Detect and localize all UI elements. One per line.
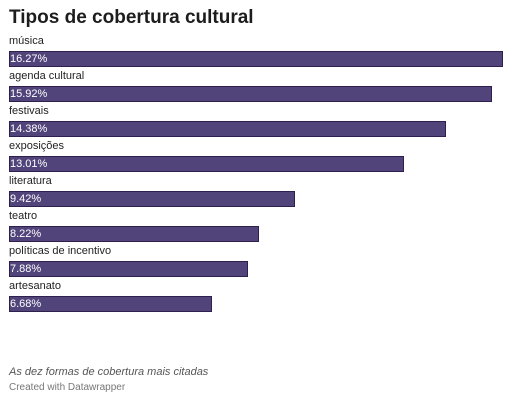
category-label: agenda cultural: [9, 70, 85, 82]
bar: [9, 86, 492, 102]
bar: [9, 51, 503, 67]
category-label: artesanato: [9, 280, 61, 292]
bar: [9, 121, 446, 137]
category-label: festivais: [9, 105, 49, 117]
chart-credit: Created with Datawrapper: [9, 382, 126, 393]
value-label: 7.88%: [10, 263, 42, 275]
value-label: 8.22%: [10, 228, 42, 240]
chart-title: Tipos de cobertura cultural: [9, 7, 254, 28]
value-label: 14.38%: [10, 123, 48, 135]
category-label: políticas de incentivo: [9, 245, 112, 257]
value-label: 16.27%: [10, 53, 48, 65]
category-label: literatura: [9, 175, 52, 187]
value-label: 9.42%: [10, 193, 42, 205]
bar: [9, 226, 259, 242]
bar: [9, 296, 212, 312]
bar: [9, 261, 248, 277]
bar: [9, 156, 404, 172]
value-label: 6.68%: [10, 298, 42, 310]
bar: [9, 191, 295, 207]
category-label: música: [9, 35, 44, 47]
value-label: 15.92%: [10, 88, 48, 100]
category-label: exposições: [9, 140, 65, 152]
chart-notes: As dez formas de cobertura mais citadas: [9, 366, 209, 378]
value-label: 13.01%: [10, 158, 48, 170]
category-label: teatro: [9, 210, 38, 222]
